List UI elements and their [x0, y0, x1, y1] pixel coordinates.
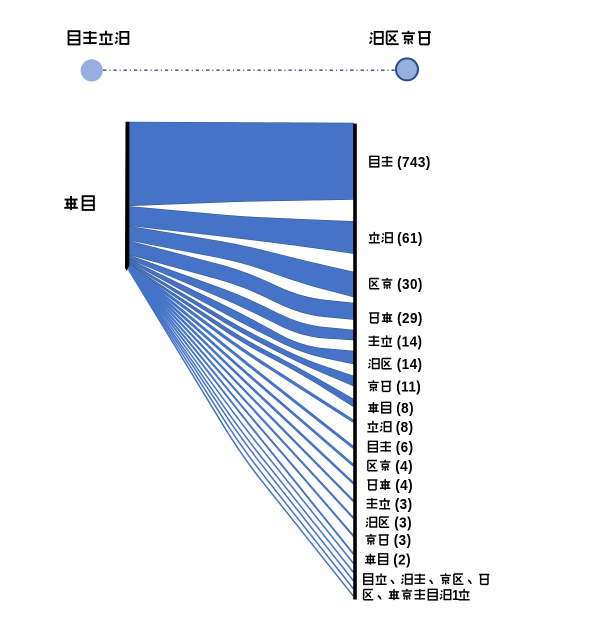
svg-text:(3): (3): [394, 532, 412, 549]
svg-text:1: 1: [452, 587, 459, 603]
svg-text:(8): (8): [396, 419, 414, 436]
svg-text:(30): (30): [397, 276, 423, 293]
svg-text:(11): (11): [396, 379, 421, 396]
svg-text:(4): (4): [395, 458, 413, 475]
svg-text:(14): (14): [397, 356, 423, 373]
svg-text:(3): (3): [395, 496, 413, 513]
svg-text:(61): (61): [397, 230, 423, 247]
svg-text:(2): (2): [393, 552, 411, 569]
svg-text:(743): (743): [397, 154, 431, 171]
svg-text:(6): (6): [396, 439, 414, 456]
svg-text:(4): (4): [395, 477, 413, 494]
svg-text:(14): (14): [397, 334, 423, 351]
svg-text:(3): (3): [394, 515, 412, 532]
svg-text:(8): (8): [396, 400, 414, 417]
svg-text:(29): (29): [397, 310, 423, 327]
